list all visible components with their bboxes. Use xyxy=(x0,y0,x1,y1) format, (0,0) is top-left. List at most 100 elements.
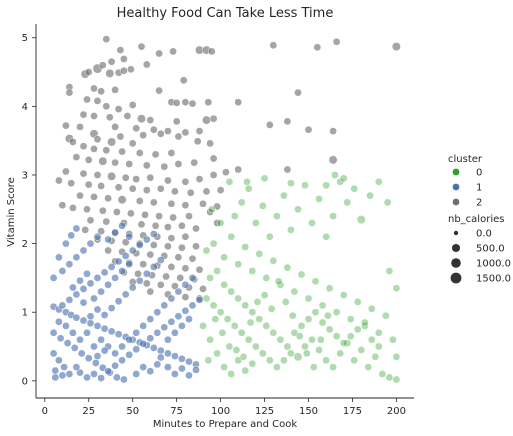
data-point-cluster-1 xyxy=(125,335,134,344)
data-point-cluster-1 xyxy=(83,269,91,278)
data-point-cluster-2 xyxy=(146,250,155,259)
data-point-cluster-2 xyxy=(160,162,169,171)
data-point-cluster-2 xyxy=(121,173,130,182)
data-point-cluster-1 xyxy=(111,349,119,358)
data-point-cluster-2 xyxy=(179,76,188,85)
data-point-cluster-0 xyxy=(262,322,271,330)
data-point-cluster-1 xyxy=(65,370,74,378)
data-point-cluster-0 xyxy=(253,298,262,306)
data-point-cluster-0 xyxy=(297,270,306,279)
data-point-cluster-1 xyxy=(58,267,67,275)
data-point-cluster-1 xyxy=(128,283,137,292)
x-axis-ticks: 0 25 50 75 100 125 150 175 200 xyxy=(42,398,406,417)
data-point-cluster-2 xyxy=(76,191,84,200)
data-point-cluster-0 xyxy=(325,325,334,334)
data-point-cluster-2 xyxy=(118,147,126,156)
data-point-cluster-0 xyxy=(230,212,239,220)
data-point-cluster-1 xyxy=(132,328,141,337)
data-point-cluster-1 xyxy=(100,324,109,333)
data-point-cluster-0 xyxy=(241,243,250,251)
data-point-cluster-2 xyxy=(116,132,125,141)
data-point-cluster-0 xyxy=(202,294,211,303)
data-point-cluster-2 xyxy=(207,47,216,56)
data-point-cluster-1 xyxy=(56,334,65,343)
data-point-cluster-2 xyxy=(132,175,141,183)
data-point-cluster-2 xyxy=(192,224,200,233)
data-point-cluster-1 xyxy=(65,296,74,304)
data-point-cluster-1 xyxy=(62,322,70,330)
y-tick-label: 5 xyxy=(22,33,28,44)
data-point-cluster-2 xyxy=(102,217,111,226)
data-point-cluster-0 xyxy=(325,284,334,293)
data-point-cluster-1 xyxy=(181,280,190,289)
data-point-cluster-2 xyxy=(139,260,148,269)
data-point-cluster-2 xyxy=(139,131,148,140)
data-point-cluster-2 xyxy=(84,180,93,189)
data-point-cluster-1 xyxy=(67,231,76,240)
data-point-cluster-1 xyxy=(51,366,60,375)
data-point-cluster-1 xyxy=(146,367,155,376)
data-point-cluster-2 xyxy=(164,242,172,251)
data-point-cluster-0 xyxy=(251,219,260,227)
data-point-cluster-0 xyxy=(220,363,228,371)
data-point-cluster-0 xyxy=(255,315,264,323)
data-point-cluster-1 xyxy=(164,363,172,371)
data-point-cluster-1 xyxy=(156,353,165,362)
data-point-cluster-2 xyxy=(81,226,90,234)
data-point-cluster-1 xyxy=(72,253,81,262)
data-point-cluster-1 xyxy=(100,311,109,319)
data-point-cluster-0 xyxy=(273,363,281,371)
data-point-cluster-2 xyxy=(79,169,88,178)
data-point-cluster-2 xyxy=(155,49,163,58)
data-point-cluster-2 xyxy=(114,183,123,192)
data-point-cluster-0 xyxy=(225,342,234,351)
data-point-cluster-0 xyxy=(336,349,345,358)
data-point-cluster-0 xyxy=(287,349,295,358)
data-point-cluster-0 xyxy=(332,332,341,341)
data-point-cluster-2 xyxy=(178,243,186,252)
data-point-cluster-1 xyxy=(156,256,165,264)
data-point-cluster-1 xyxy=(91,359,100,367)
chart-title: Healthy Food Can Take Less Time xyxy=(117,6,334,21)
data-point-cluster-1 xyxy=(135,241,144,249)
data-point-cluster-0 xyxy=(311,308,320,317)
data-point-cluster-0 xyxy=(322,232,330,241)
data-point-cluster-1 xyxy=(128,246,137,255)
data-point-cluster-2 xyxy=(135,197,144,205)
data-point-cluster-2 xyxy=(169,47,177,56)
data-point-cluster-2 xyxy=(265,121,274,129)
data-point-cluster-0 xyxy=(343,198,352,207)
data-point-cluster-0 xyxy=(248,267,257,275)
data-point-cluster-2 xyxy=(195,127,204,135)
data-point-cluster-2 xyxy=(90,112,98,120)
data-point-cluster-2 xyxy=(55,176,63,185)
data-point-cluster-1 xyxy=(83,328,91,337)
data-point-cluster-0 xyxy=(324,311,332,320)
y-tick-label: 3 xyxy=(22,170,28,181)
data-point-cluster-0 xyxy=(216,219,225,227)
data-point-cluster-0 xyxy=(287,179,295,188)
legend-marker-cluster-0 xyxy=(452,168,460,176)
data-point-cluster-1 xyxy=(160,301,169,310)
data-point-cluster-2 xyxy=(111,158,119,167)
data-point-cluster-2 xyxy=(190,158,199,167)
data-point-cluster-2 xyxy=(111,123,119,131)
data-point-cluster-0 xyxy=(260,291,269,299)
data-point-cluster-1 xyxy=(55,356,63,365)
data-point-cluster-2 xyxy=(329,127,337,135)
data-point-cluster-0 xyxy=(206,335,214,344)
data-point-cluster-0 xyxy=(339,174,348,183)
data-point-cluster-1 xyxy=(167,294,176,303)
data-point-cluster-1 xyxy=(171,352,179,360)
data-point-cluster-1 xyxy=(86,319,95,328)
data-point-cluster-2 xyxy=(155,212,163,220)
data-point-cluster-0 xyxy=(288,311,297,320)
data-point-cluster-2 xyxy=(206,139,214,148)
data-point-cluster-0 xyxy=(276,335,285,344)
data-point-cluster-1 xyxy=(188,301,197,310)
data-point-cluster-2 xyxy=(84,156,93,164)
data-point-cluster-1 xyxy=(185,357,193,366)
data-point-cluster-2 xyxy=(146,173,155,182)
data-point-cluster-0 xyxy=(258,349,267,358)
data-point-cluster-2 xyxy=(202,115,211,125)
